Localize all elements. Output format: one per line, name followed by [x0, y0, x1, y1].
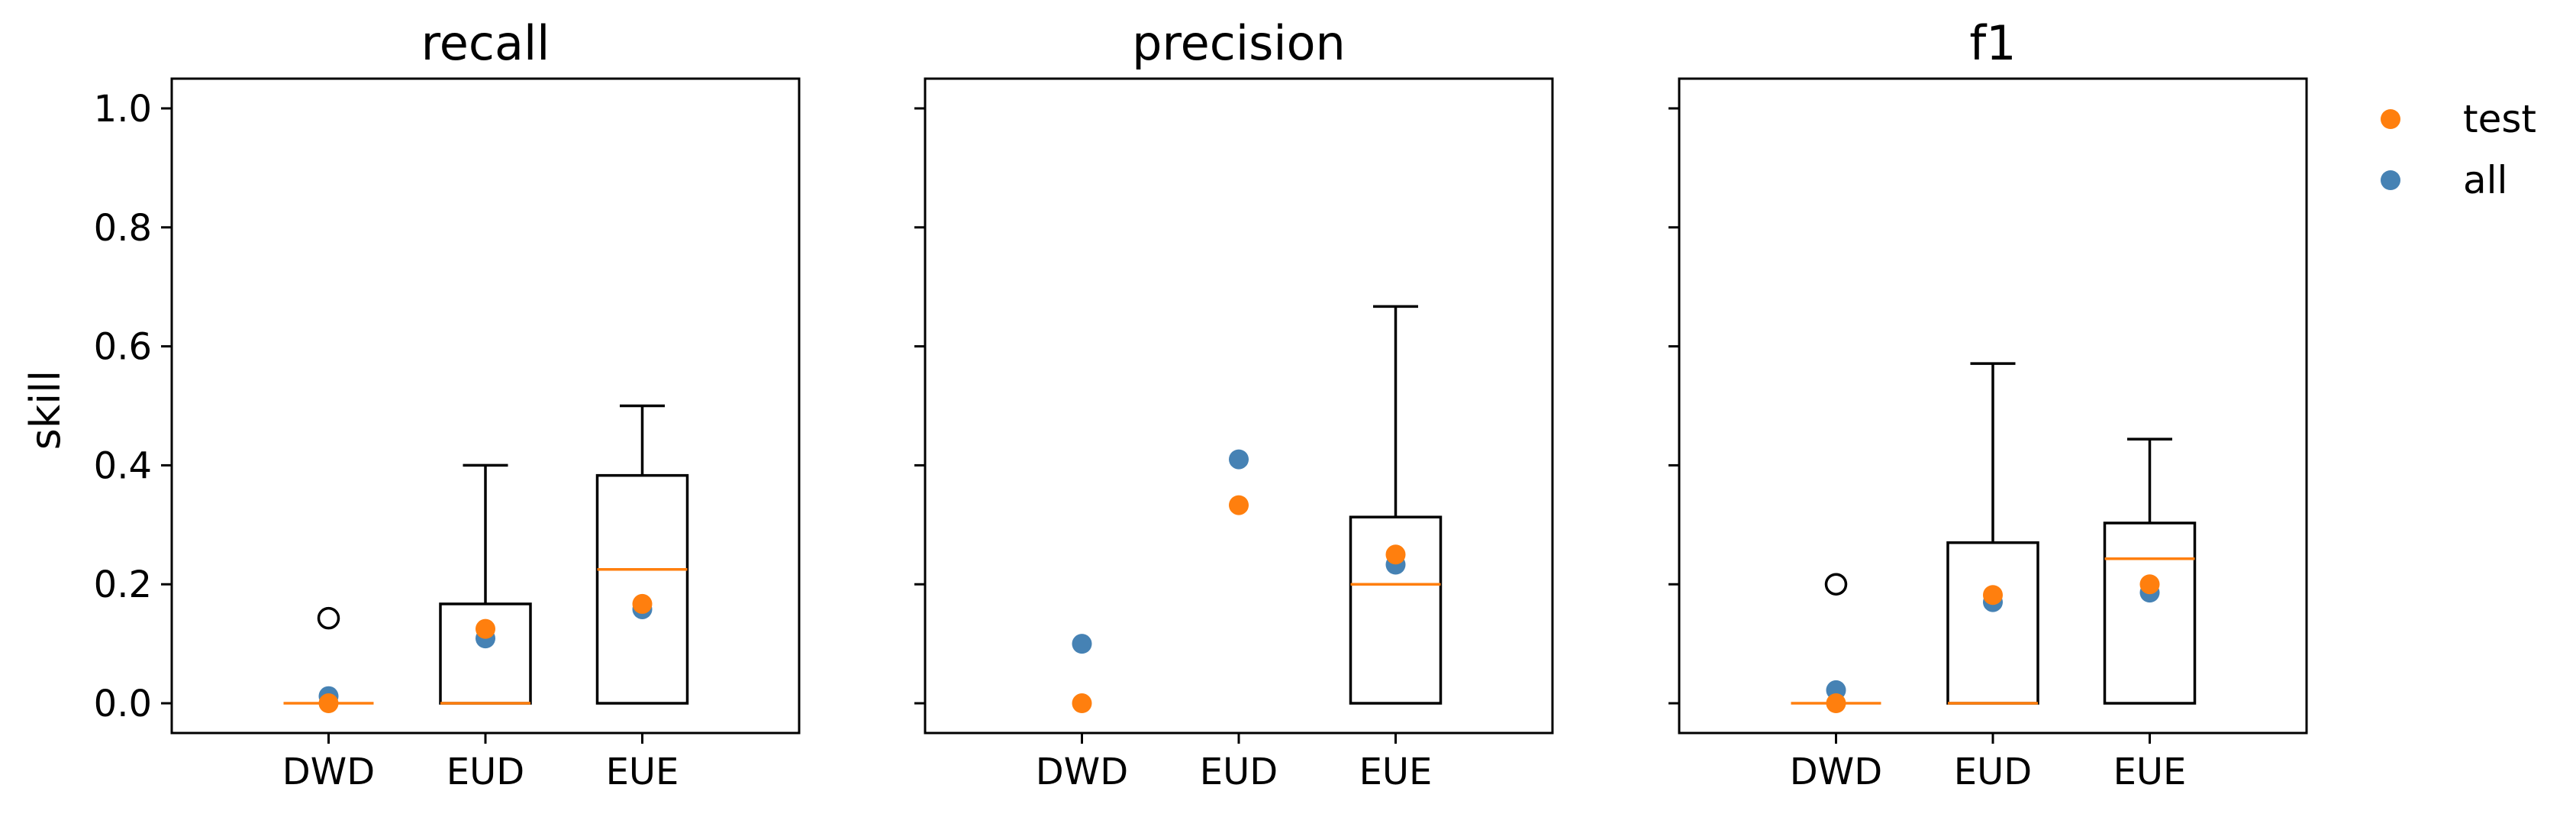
all-point [1229, 449, 1249, 470]
x-tick-label: EUD [1200, 751, 1278, 793]
y-tick-label: 0.8 [94, 207, 152, 250]
x-tick-label: DWD [1790, 751, 1882, 793]
x-tick-label: DWD [1036, 751, 1128, 793]
panel-f1: f1 DWD EUD EUE [1668, 15, 2308, 793]
legend-label-test: test [2463, 97, 2536, 141]
panel-title: f1 [1969, 15, 2016, 71]
x-tick-label: EUE [1359, 751, 1433, 793]
outlier-point [1824, 573, 1848, 596]
box [1946, 541, 2039, 705]
all-point [1072, 634, 1092, 654]
box [595, 473, 689, 705]
y-tick-label: 0.2 [94, 564, 152, 606]
y-tick-label: 0.4 [94, 444, 152, 487]
test-point [1072, 693, 1092, 714]
box [439, 602, 532, 705]
test-point [1229, 495, 1249, 515]
test-point [1983, 585, 2003, 605]
outlier-point [317, 606, 340, 630]
test-point [1385, 544, 1406, 565]
panel-title: recall [421, 15, 550, 71]
boxplot-EUD [1946, 362, 2039, 705]
boxplot-EUE [2103, 438, 2197, 705]
panel-title: precision [1132, 15, 1346, 71]
plot-frame [924, 77, 1554, 735]
test-point [476, 618, 495, 639]
box [2103, 522, 2197, 705]
test-point [632, 593, 653, 614]
boxplot-EUE [595, 404, 689, 705]
legend-marker-test [2381, 109, 2400, 129]
test-point [318, 693, 339, 714]
boxplot-EUE [1349, 305, 1443, 705]
x-tick-label: EUD [1954, 751, 2032, 793]
y-tick-label: 1.0 [94, 88, 152, 131]
test-point [1826, 693, 1846, 714]
x-tick-label: EUE [606, 751, 679, 793]
y-tick-label: 0.6 [94, 326, 152, 369]
panel-recall: recall 0.0 0.2 0.4 0.6 0.8 1.0 DWD EUD EUE [94, 15, 801, 793]
panel-precision: precision DWD EUD EUE [914, 15, 1554, 793]
boxplot-EUD [439, 463, 532, 705]
test-point [2139, 574, 2160, 595]
y-axis-label: skill [21, 370, 69, 450]
legend: test all [2381, 97, 2536, 202]
legend-marker-all [2381, 170, 2400, 190]
x-tick-label: DWD [282, 751, 375, 793]
x-tick-label: EUD [447, 751, 524, 793]
legend-label-all: all [2463, 158, 2507, 202]
y-tick-label: 0.0 [94, 683, 152, 725]
x-tick-label: EUE [2113, 751, 2187, 793]
